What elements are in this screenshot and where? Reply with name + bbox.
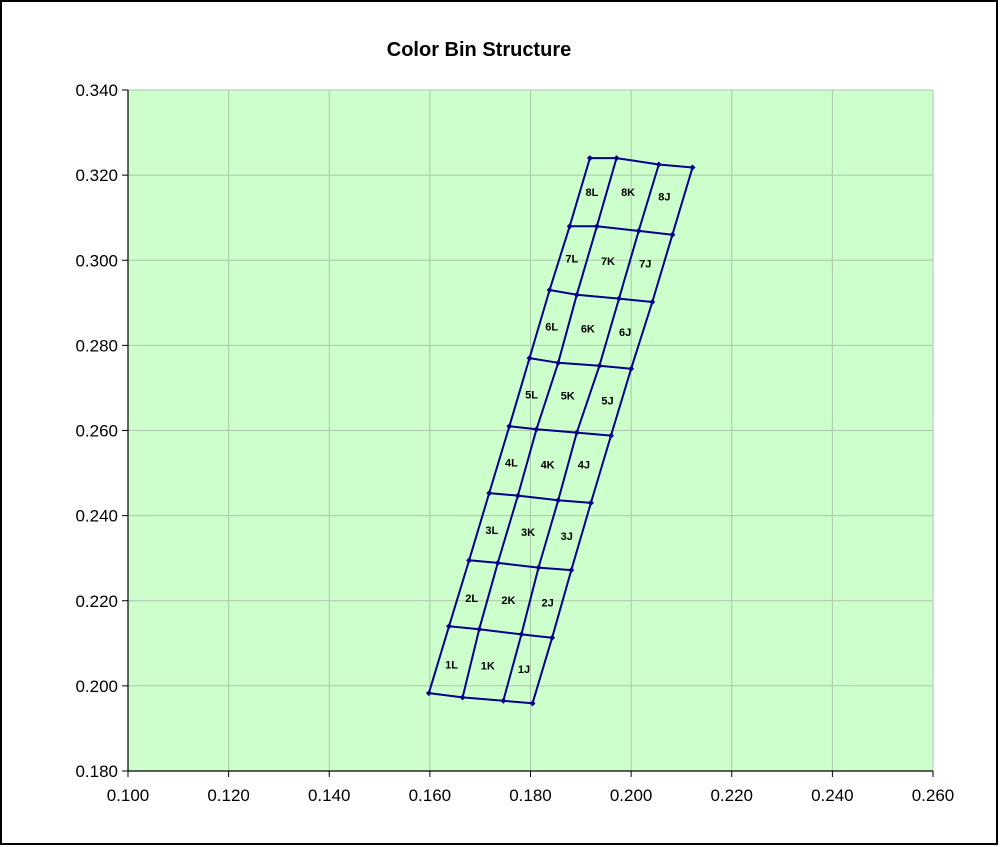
bin-corner-point — [518, 631, 525, 638]
bin-corner-point — [555, 497, 562, 504]
x-tick-label: 0.140 — [308, 786, 351, 805]
bin-corner-point — [566, 223, 573, 230]
bin-boundary-row — [448, 625, 553, 639]
x-tick-label: 0.240 — [811, 786, 854, 805]
x-tick-label: 0.100 — [107, 786, 150, 805]
bin-corner-point — [655, 161, 662, 168]
bin-corner-point — [486, 490, 493, 497]
y-tick-label: 0.180 — [75, 762, 118, 781]
x-tick-label: 0.200 — [610, 786, 653, 805]
bin-label-1j: 1J — [518, 664, 530, 676]
bin-corner-point — [669, 231, 676, 238]
bin-corner-point — [476, 626, 483, 633]
bin-label-2k: 2K — [501, 595, 515, 607]
bin-corner-point — [593, 223, 600, 230]
bin-corner-point — [596, 362, 603, 369]
bin-corner-point — [506, 423, 513, 430]
bin-corner-point — [533, 426, 540, 433]
bin-label-8l: 8L — [585, 187, 598, 199]
y-tick-label: 0.200 — [75, 677, 118, 696]
x-tick-label: 0.220 — [710, 786, 753, 805]
bin-corner-point — [445, 623, 452, 630]
bin-label-7j: 7J — [639, 259, 651, 271]
bin-label-5j: 5J — [601, 395, 613, 407]
y-tick-label: 0.280 — [75, 336, 118, 355]
bin-corner-point — [573, 429, 580, 436]
x-tick-label: 0.160 — [409, 786, 452, 805]
bin-corner-point — [616, 295, 623, 302]
bin-boundary-row — [509, 425, 612, 437]
bin-corner-point — [546, 287, 553, 294]
bin-label-7l: 7L — [565, 254, 578, 266]
bin-corner-point — [628, 365, 635, 372]
bin-corner-point — [459, 694, 466, 701]
bin-label-6j: 6J — [619, 327, 631, 339]
bin-corner-points — [425, 155, 696, 707]
bin-label-2l: 2L — [465, 593, 478, 605]
bin-corner-point — [514, 492, 521, 499]
bin-corner-point — [689, 164, 696, 171]
bin-label-6k: 6K — [581, 323, 595, 335]
bin-label-3l: 3L — [485, 525, 498, 537]
y-tick-label: 0.240 — [75, 507, 118, 526]
bin-label-8j: 8J — [658, 191, 670, 203]
bin-corner-point — [613, 155, 620, 162]
bin-corner-point — [555, 359, 562, 366]
bin-corner-point — [494, 559, 501, 566]
bin-corner-point — [587, 499, 594, 506]
bin-labels: 1L 1K 1J 2L 2K 2J 3L 3K 3J 4L 4K 4J 5L 5K 5J 6L 6K 6J 7L 7K… — [445, 187, 670, 676]
bin-corner-point — [535, 564, 542, 571]
bin-boundary-row — [489, 492, 591, 504]
bin-boundary-row — [428, 692, 533, 705]
y-tick-label: 0.320 — [75, 166, 118, 185]
bin-boundary-row — [589, 157, 693, 169]
bin-corner-point — [586, 155, 593, 162]
bin-label-8k: 8K — [621, 187, 635, 199]
y-tick-label: 0.220 — [75, 592, 118, 611]
bin-corner-point — [573, 291, 580, 298]
bin-boundary-row — [549, 289, 653, 303]
bin-label-7k: 7K — [601, 256, 615, 268]
bin-corner-point — [568, 567, 575, 574]
y-tick-label: 0.260 — [75, 422, 118, 441]
bin-label-3k: 3K — [521, 527, 535, 539]
bin-label-6l: 6L — [545, 322, 558, 334]
bin-boundary-row — [569, 225, 673, 236]
axes: 0.100 0.120 0.140 0.160 0.180 0.200 0.220 0.240… — [75, 81, 954, 805]
bin-label-4k: 4K — [541, 460, 555, 472]
bin-label-4j: 4J — [578, 460, 590, 472]
chart-title: Color Bin Structure — [387, 39, 571, 61]
bin-boundary-row — [469, 559, 572, 572]
bin-corner-point — [649, 298, 656, 305]
bin-corner-point — [500, 697, 507, 704]
bin-corner-point — [529, 700, 536, 707]
bin-corner-point — [466, 557, 473, 564]
bin-corner-point — [526, 355, 533, 362]
bin-label-2j: 2J — [541, 597, 553, 609]
x-tick-label: 0.120 — [207, 786, 250, 805]
x-tick-label: 0.180 — [509, 786, 552, 805]
bin-boundary-row — [529, 357, 632, 370]
x-tick-label: 0.260 — [912, 786, 955, 805]
y-tick-label: 0.340 — [75, 81, 118, 100]
bin-label-5k: 5K — [561, 391, 575, 403]
bin-corner-point — [425, 690, 432, 697]
bin-label-1l: 1L — [445, 660, 458, 672]
bin-label-1k: 1K — [481, 660, 495, 672]
bin-label-5l: 5L — [525, 389, 538, 401]
bin-corner-point — [635, 227, 642, 234]
y-tick-label: 0.300 — [75, 251, 118, 270]
bin-corner-point — [608, 432, 614, 439]
bin-label-3j: 3J — [561, 531, 573, 543]
bin-label-4l: 4L — [505, 457, 518, 469]
bin-corner-point — [549, 634, 556, 641]
